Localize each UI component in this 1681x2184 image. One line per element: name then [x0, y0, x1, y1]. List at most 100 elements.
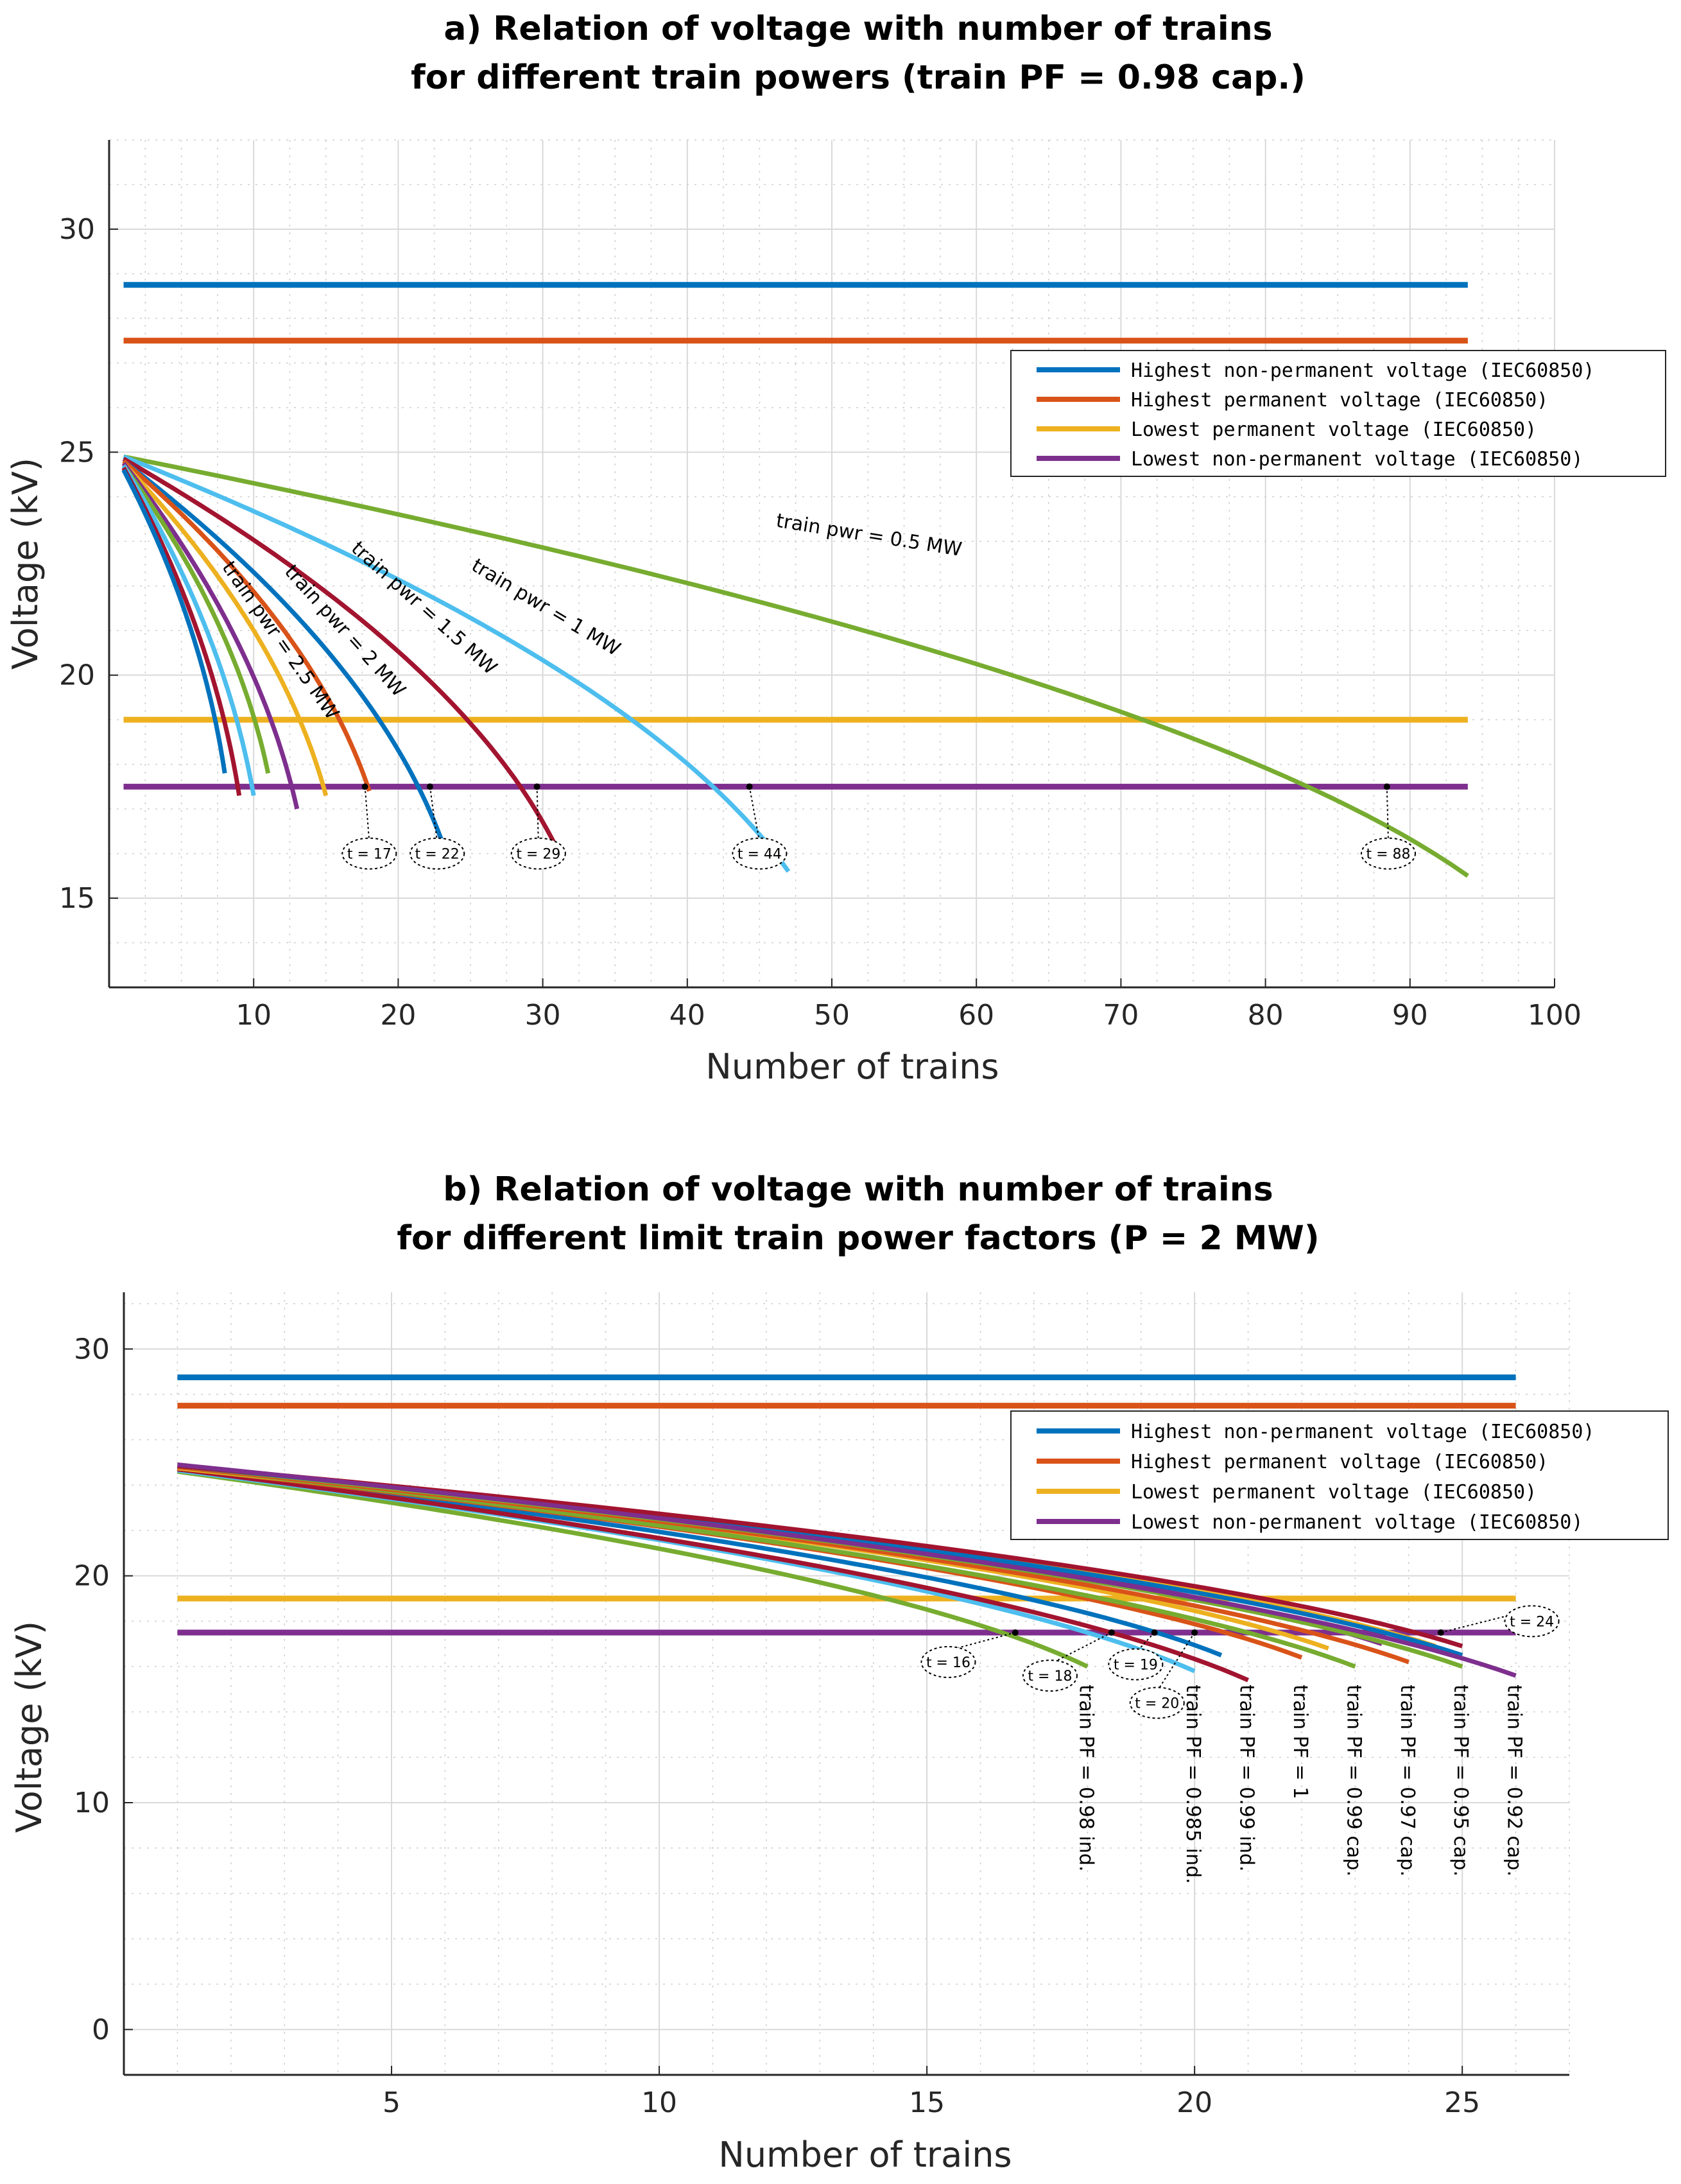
x-tick-label: 30 — [525, 999, 561, 1032]
chart-a-y-label: Voltage (kV) — [5, 458, 46, 670]
series-line — [121, 464, 256, 796]
marker-badge — [1361, 837, 1417, 870]
series-line — [121, 469, 227, 774]
x-tick-label: 40 — [669, 999, 705, 1032]
chart-a-title: a) Relation of voltage with number of tr… — [444, 10, 1272, 48]
series-line — [121, 464, 271, 774]
marker-label: t = 29 — [516, 847, 560, 863]
pf-label: train PF = 0.99 cap. — [1342, 1685, 1365, 1876]
chart-b-grid — [123, 1292, 1570, 2076]
y-tick-label: 0 — [92, 2013, 110, 2046]
marker-label: t = 22 — [415, 847, 460, 863]
pf-label: train PF = 0.99 ind. — [1236, 1685, 1258, 1871]
y-tick-label: 20 — [74, 1560, 110, 1593]
marker-dot — [1383, 783, 1390, 790]
pf-label: train PF = 0.985 ind. — [1182, 1685, 1204, 1884]
marker-label: t = 18 — [1028, 1668, 1072, 1685]
chart-a-grid — [108, 139, 1555, 988]
marker-badge — [341, 837, 397, 870]
chart-b-legend[interactable]: Highest non-permanent voltage (IEC60850)… — [1010, 1410, 1669, 1540]
pf-label: train PF = 0.98 ind. — [1074, 1685, 1097, 1871]
chart-b-x-label: Number of trains — [718, 2135, 1012, 2175]
series-line — [123, 454, 1469, 878]
marker-badge — [920, 1645, 976, 1678]
chart-a-legend-item: Highest permanent voltage (IEC60850) — [1131, 389, 1548, 412]
x-tick-label: 50 — [814, 999, 850, 1032]
marker-leader — [748, 786, 761, 842]
chart-b-annotations: train PF = 0.98 ind. train PF = 0.985 ind… — [1074, 1685, 1525, 1884]
chart-b-axes — [123, 1292, 1569, 2076]
x-tick-label: 15 — [909, 2086, 945, 2119]
marker-leader — [536, 786, 539, 842]
series-line — [122, 459, 444, 841]
marker-label: t = 17 — [347, 847, 392, 863]
chart-a-legend-item: Highest non-permanent voltage (IEC60850) — [1131, 360, 1594, 382]
x-tick-label: 90 — [1392, 999, 1428, 1032]
marker-badge — [732, 837, 788, 870]
series-line — [122, 459, 372, 792]
pf-label: train PF = 1 — [1289, 1685, 1311, 1799]
chart-b-limit-lines — [177, 1374, 1516, 1636]
series-line — [122, 456, 560, 851]
chart-a-tick-labels: 10 20 30 40 50 60 70 80 90 100 15 20 25 30 — [59, 213, 1582, 1032]
marker-dot — [1191, 1629, 1198, 1636]
x-tick-label: 25 — [1444, 2086, 1480, 2119]
series-line — [121, 462, 329, 797]
y-tick-label: 10 — [74, 1787, 110, 1819]
chart-b-legend-item: Highest permanent voltage (IEC60850) — [1131, 1451, 1548, 1473]
x-tick-label: 70 — [1103, 999, 1139, 1032]
marker-label: t = 88 — [1366, 847, 1410, 863]
y-tick-label: 30 — [74, 1333, 110, 1365]
chart-b: b) Relation of voltage with number of tr… — [9, 1170, 1669, 2175]
y-tick-label: 25 — [59, 436, 95, 469]
chart-b-legend-box — [1010, 1410, 1669, 1540]
chart-a-legend[interactable]: Highest non-permanent voltage (IEC60850)… — [1010, 350, 1666, 477]
chart-b-legend-item: Lowest non-permanent voltage (IEC60850) — [1131, 1511, 1583, 1534]
chart-a-series — [121, 454, 1469, 878]
marker-dot — [746, 783, 753, 790]
series-line — [177, 1469, 1089, 1669]
series-line — [177, 1467, 1249, 1683]
marker-dot — [1012, 1629, 1019, 1636]
series-line — [121, 462, 300, 810]
marker-badge — [409, 837, 465, 870]
marker-leader — [1386, 786, 1390, 842]
marker-label: t = 16 — [926, 1655, 970, 1671]
y-tick-label: 15 — [59, 882, 95, 915]
marker-badge — [1022, 1660, 1078, 1692]
x-tick-label: 10 — [236, 999, 272, 1032]
chart-a-subtitle: for different train powers (train PF = 0… — [411, 58, 1306, 97]
marker-leader — [364, 786, 370, 842]
marker-badge — [1129, 1686, 1185, 1719]
marker-badge — [1108, 1648, 1164, 1681]
marker-label: t = 24 — [1510, 1614, 1554, 1630]
pf-label: train PF = 0.92 cap. — [1503, 1685, 1526, 1876]
marker-badge — [1504, 1605, 1560, 1638]
chart-b-legend-item: Lowest permanent voltage (IEC60850) — [1131, 1481, 1537, 1504]
x-tick-label: 60 — [958, 999, 994, 1032]
marker-leader — [429, 786, 438, 842]
chart-a-markers: t = 17 t = 22 t = 29 t = 44 t = 88 — [341, 783, 1417, 870]
x-tick-label: 20 — [1177, 2086, 1212, 2119]
chart-a-legend-item: Lowest non-permanent voltage (IEC60850) — [1131, 448, 1583, 471]
pf-label: train PF = 0.95 cap. — [1449, 1685, 1472, 1876]
chart-a-legend-item: Lowest permanent voltage (IEC60850) — [1131, 419, 1537, 441]
marker-dot — [1151, 1629, 1158, 1636]
chart-b-tick-labels: 5 10 15 20 25 0 10 20 30 — [74, 1333, 1480, 2119]
x-tick-label: 80 — [1248, 999, 1284, 1032]
chart-a-limit-lines — [123, 282, 1468, 790]
y-tick-label: 20 — [59, 659, 95, 692]
chart-b-title: b) Relation of voltage with number of tr… — [443, 1170, 1273, 1209]
marker-dot — [1437, 1629, 1444, 1636]
x-tick-label: 5 — [383, 2086, 401, 2119]
marker-dot — [533, 783, 540, 790]
y-tick-label: 30 — [59, 213, 95, 246]
marker-dot — [361, 783, 368, 790]
series-line — [177, 1462, 1517, 1678]
chart-b-y-label: Voltage (kV) — [9, 1621, 49, 1833]
chart-a-x-label: Number of trains — [705, 1046, 999, 1087]
marker-label: t = 20 — [1135, 1696, 1179, 1712]
marker-badge — [510, 837, 566, 870]
marker-label: t = 19 — [1114, 1657, 1158, 1673]
